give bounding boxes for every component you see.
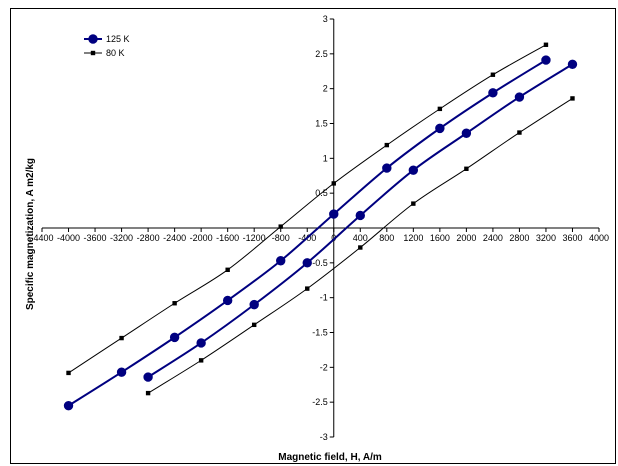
data-point-square <box>119 335 124 341</box>
x-tick-label: 800 <box>379 233 394 243</box>
data-point-circle <box>276 256 286 266</box>
y-tick-label: -0.5 <box>312 258 328 268</box>
data-point-square <box>172 301 177 306</box>
data-point-square <box>517 130 522 135</box>
x-axis-title: Magnetic field, H, A/m <box>278 452 382 463</box>
x-tick-label: 400 <box>353 233 368 243</box>
data-point-square <box>66 370 71 376</box>
x-tick-label: -1600 <box>216 233 239 243</box>
data-point-square <box>305 286 310 291</box>
series-125k <box>63 55 578 411</box>
y-tick-label: 2 <box>323 84 328 94</box>
data-point-circle <box>88 34 98 44</box>
data-point-circle <box>355 210 365 221</box>
series-line <box>67 59 547 407</box>
series-layer <box>63 42 578 411</box>
x-tick-label: -3200 <box>110 233 133 243</box>
series-80k <box>66 42 575 396</box>
series-line <box>68 44 547 374</box>
x-tick-label: 3200 <box>536 233 556 243</box>
data-point-square <box>437 106 443 112</box>
data-point-circle <box>329 209 339 219</box>
x-tick-label: 4000 <box>589 233 609 243</box>
y-axis-title: Specific magnetization, A m2/kg <box>25 158 36 310</box>
x-tick-label: -2000 <box>190 233 213 243</box>
data-point-circle <box>541 55 551 65</box>
data-point-circle <box>514 92 525 102</box>
x-tick-label: -3600 <box>84 233 107 243</box>
data-point-square <box>490 72 496 77</box>
series-line <box>147 63 574 378</box>
x-tick-label: -800 <box>272 233 290 243</box>
y-tick-label: -3 <box>320 432 328 442</box>
data-point-square <box>145 390 151 396</box>
legend-label: 125 K <box>106 34 130 44</box>
data-point-square <box>411 201 416 206</box>
data-point-square <box>543 42 549 47</box>
x-tick-label: -2400 <box>163 233 186 243</box>
x-tick-label: 2800 <box>509 233 529 243</box>
data-point-square <box>464 166 469 171</box>
y-tick-label: -2.5 <box>312 397 328 407</box>
data-point-square <box>225 267 230 272</box>
y-tick-label: -1 <box>320 293 328 303</box>
data-point-circle <box>63 400 74 411</box>
x-tick-label: -4000 <box>57 233 80 243</box>
x-tick-label: 2000 <box>456 233 476 243</box>
x-tick-label: 0 <box>331 233 336 243</box>
data-point-square <box>331 181 336 186</box>
data-point-circle <box>382 163 392 173</box>
y-tick-label: 1.5 <box>315 119 328 129</box>
data-point-circle <box>143 372 153 382</box>
x-tick-label: -2800 <box>137 233 160 243</box>
data-point-circle <box>196 338 206 348</box>
data-point-square <box>384 142 390 148</box>
y-tick-label: 3 <box>323 14 328 24</box>
data-point-square <box>198 358 204 363</box>
data-point-square <box>570 96 575 101</box>
data-point-square <box>358 245 363 250</box>
data-point-circle <box>116 367 127 377</box>
x-tick-label: -1200 <box>243 233 266 243</box>
data-point-circle <box>488 88 498 98</box>
x-tick-label: 3600 <box>562 233 582 243</box>
data-point-circle <box>222 295 233 306</box>
data-point-circle <box>408 165 419 175</box>
data-point-circle <box>169 332 180 343</box>
data-point-circle <box>249 299 259 310</box>
x-tick-label: -4400 <box>30 233 53 243</box>
data-point-square <box>278 224 283 229</box>
x-tick-label: 1200 <box>403 233 423 243</box>
legend-label: 80 K <box>106 48 125 58</box>
data-point-circle <box>567 59 578 69</box>
y-tick-label: 2.5 <box>315 49 328 59</box>
y-tick-label: -1.5 <box>312 328 328 338</box>
x-tick-label: 2400 <box>483 233 503 243</box>
axes: -4400 -4000 -3600 -3200 -2800 -2400 -2000 -1600… <box>30 14 609 442</box>
data-point-circle <box>302 258 312 268</box>
x-tick-label: 1600 <box>430 233 450 243</box>
y-tick-label: 1 <box>323 153 328 163</box>
y-tick-label: -2 <box>320 362 328 372</box>
data-point-circle <box>461 128 472 138</box>
chart-frame <box>10 8 616 464</box>
legend: 125 K 80 K <box>84 34 130 58</box>
data-point-circle <box>435 123 445 134</box>
data-point-square <box>90 50 96 56</box>
data-point-square <box>251 322 257 328</box>
